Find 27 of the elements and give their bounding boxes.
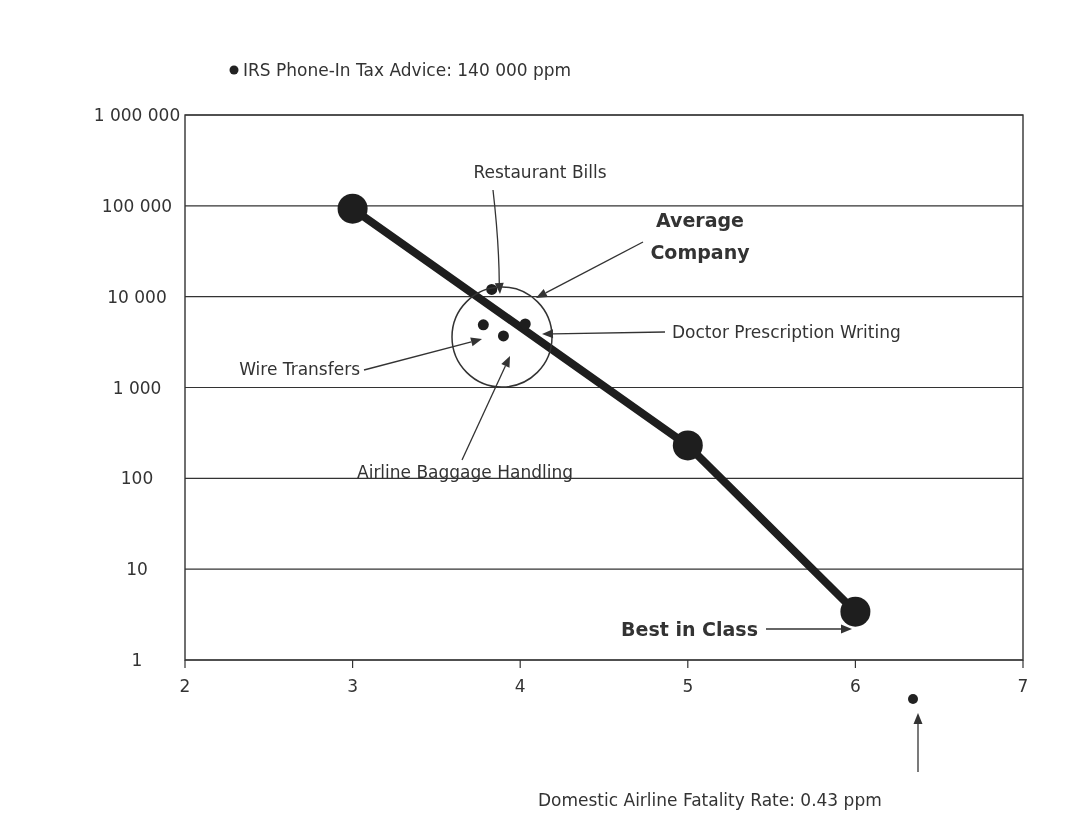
x-tick-label: 4 [514,676,526,696]
point [519,318,531,330]
y-tick-label: 1 000 [112,377,162,398]
annotation: Restaurant Bills [473,162,607,182]
annotation: Wire Transfers [239,359,361,379]
x-tick-label: 6 [849,676,861,696]
y-tick-label: 10 000 [107,286,167,307]
point [477,319,489,331]
annotation: Doctor Prescription Writing [672,322,901,342]
x-tick-label: 2 [179,676,191,696]
x-tick-label: 3 [347,676,359,696]
x-tick-label: 7 [1017,676,1029,696]
annotation: Airline Baggage Handling [357,462,573,482]
annotation: Average Company [650,209,751,263]
y-tick-label: 1 000 000 [93,105,181,125]
point [497,330,509,342]
y-tick-label: 10 [126,559,148,580]
point [840,596,871,627]
point [672,430,703,461]
annotation: Best in Class [621,618,758,640]
text: IRS Phone-In Tax Advice: 140 000 ppm [243,60,572,80]
y-tick-label: 1 [131,650,143,670]
y-tick-label: 100 000 [101,195,173,216]
text: Domestic Airline Fatality Rate: 0.43 ppm [538,790,882,810]
y-tick-label: 100 [120,468,154,489]
point [337,193,368,224]
x-tick-label: 5 [682,676,694,696]
